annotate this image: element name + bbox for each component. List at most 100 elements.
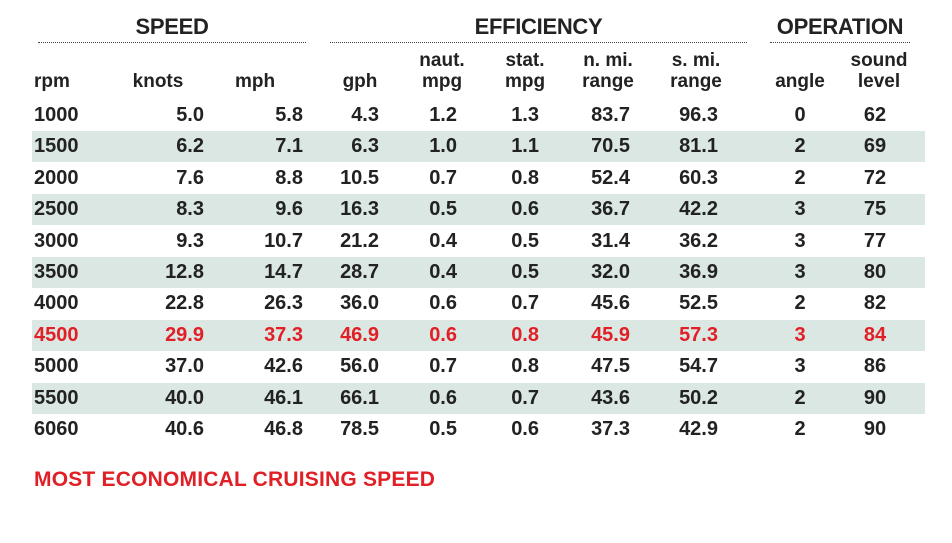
cell-s-mi-range: 54.7 bbox=[679, 355, 718, 378]
cell-naut-mpg: 0.7 bbox=[429, 355, 457, 378]
cell-n-mi-range: 52.4 bbox=[591, 166, 630, 189]
cell-knots: 22.8 bbox=[165, 292, 204, 315]
table-row: 5000 37.0 42.6 56.0 0.7 0.8 47.5 54.7 3 86 bbox=[32, 351, 925, 382]
cell-mph: 10.7 bbox=[264, 229, 303, 252]
cell-stat-mpg: 0.8 bbox=[511, 323, 539, 346]
cell-knots: 8.3 bbox=[176, 198, 204, 221]
cell-rpm: 3000 bbox=[34, 229, 79, 252]
header-mph: mph bbox=[234, 71, 276, 92]
cell-sound-level: 72 bbox=[863, 166, 887, 189]
cell-angle: 2 bbox=[794, 292, 806, 315]
cell-stat-mpg: 0.8 bbox=[511, 355, 539, 378]
cell-angle: 2 bbox=[794, 418, 806, 440]
header-s-mi-range: s. mi. range bbox=[670, 50, 722, 92]
cell-mph: 26.3 bbox=[264, 292, 303, 315]
operation-group-title: OPERATION bbox=[776, 14, 904, 39]
cell-sound-level: 62 bbox=[863, 104, 887, 126]
cell-sound-level: 86 bbox=[863, 355, 887, 378]
cell-gph: 4.3 bbox=[351, 104, 379, 126]
cell-knots: 37.0 bbox=[165, 355, 204, 378]
cell-stat-mpg: 0.7 bbox=[511, 292, 539, 315]
cell-s-mi-range: 42.9 bbox=[679, 418, 718, 440]
cell-sound-level: 77 bbox=[863, 229, 887, 252]
cell-naut-mpg: 0.5 bbox=[429, 418, 457, 440]
cell-stat-mpg: 0.6 bbox=[511, 198, 539, 221]
cell-knots: 40.6 bbox=[165, 418, 204, 440]
cell-rpm: 1000 bbox=[34, 104, 79, 126]
table-row: 4500 29.9 37.3 46.9 0.6 0.8 45.9 57.3 3 84 bbox=[32, 319, 925, 351]
cell-n-mi-range: 37.3 bbox=[591, 418, 630, 440]
cell-naut-mpg: 0.6 bbox=[429, 323, 457, 346]
cell-mph: 14.7 bbox=[264, 261, 303, 283]
cell-knots: 29.9 bbox=[165, 323, 204, 346]
cell-rpm: 2500 bbox=[34, 198, 79, 221]
cell-mph: 9.6 bbox=[275, 198, 303, 221]
cell-mph: 46.8 bbox=[264, 418, 303, 440]
cell-knots: 5.0 bbox=[176, 104, 204, 126]
cell-angle: 3 bbox=[794, 261, 806, 283]
cell-stat-mpg: 0.7 bbox=[511, 386, 539, 409]
cell-knots: 9.3 bbox=[176, 229, 204, 252]
table-row: 3000 9.3 10.7 21.2 0.4 0.5 31.4 36.2 3 77 bbox=[32, 226, 925, 257]
cell-stat-mpg: 0.8 bbox=[511, 166, 539, 189]
cell-mph: 37.3 bbox=[264, 323, 303, 346]
cell-naut-mpg: 0.6 bbox=[429, 386, 457, 409]
cell-gph: 6.3 bbox=[351, 135, 379, 158]
table-row: 1000 5.0 5.8 4.3 1.2 1.3 83.7 96.3 0 62 bbox=[32, 100, 925, 131]
cell-knots: 12.8 bbox=[165, 261, 204, 283]
cell-stat-mpg: 0.5 bbox=[511, 261, 539, 283]
cell-s-mi-range: 57.3 bbox=[679, 323, 718, 346]
cell-mph: 7.1 bbox=[275, 135, 303, 158]
table-row: 1500 6.2 7.1 6.3 1.0 1.1 70.5 81.1 2 69 bbox=[32, 131, 925, 163]
table-row: 2500 8.3 9.6 16.3 0.5 0.6 36.7 42.2 3 75 bbox=[32, 194, 925, 226]
cell-naut-mpg: 1.2 bbox=[429, 104, 457, 126]
efficiency-group-rule bbox=[330, 42, 747, 43]
cell-gph: 21.2 bbox=[340, 229, 379, 252]
cell-angle: 3 bbox=[794, 229, 806, 252]
cell-sound-level: 90 bbox=[863, 418, 887, 440]
header-naut-mpg: naut. mpg bbox=[419, 50, 465, 92]
speed-group-title: SPEED bbox=[135, 14, 209, 39]
cell-knots: 40.0 bbox=[165, 386, 204, 409]
cell-n-mi-range: 45.6 bbox=[591, 292, 630, 315]
cell-gph: 10.5 bbox=[340, 166, 379, 189]
cell-n-mi-range: 32.0 bbox=[591, 261, 630, 283]
cell-sound-level: 84 bbox=[863, 323, 887, 346]
cell-sound-level: 90 bbox=[863, 386, 887, 409]
cell-s-mi-range: 52.5 bbox=[679, 292, 718, 315]
cell-naut-mpg: 0.7 bbox=[429, 166, 457, 189]
header-sound-level: sound level bbox=[850, 50, 908, 92]
cell-s-mi-range: 42.2 bbox=[679, 198, 718, 221]
cell-s-mi-range: 50.2 bbox=[679, 386, 718, 409]
cell-sound-level: 75 bbox=[863, 198, 887, 221]
cell-gph: 36.0 bbox=[340, 292, 379, 315]
cell-n-mi-range: 45.9 bbox=[591, 323, 630, 346]
cell-rpm: 5500 bbox=[34, 386, 79, 409]
cell-gph: 28.7 bbox=[340, 261, 379, 283]
cell-s-mi-range: 96.3 bbox=[679, 104, 718, 126]
cell-n-mi-range: 43.6 bbox=[591, 386, 630, 409]
cell-stat-mpg: 0.5 bbox=[511, 229, 539, 252]
cell-gph: 56.0 bbox=[340, 355, 379, 378]
cell-knots: 6.2 bbox=[176, 135, 204, 158]
table-row: 3500 12.8 14.7 28.7 0.4 0.5 32.0 36.9 3 80 bbox=[32, 257, 925, 288]
cell-naut-mpg: 0.4 bbox=[429, 261, 457, 283]
cell-n-mi-range: 47.5 bbox=[591, 355, 630, 378]
header-stat-mpg: stat. mpg bbox=[504, 50, 546, 92]
cell-mph: 5.8 bbox=[275, 104, 303, 126]
cell-naut-mpg: 0.6 bbox=[429, 292, 457, 315]
cell-rpm: 3500 bbox=[34, 261, 79, 283]
efficiency-group-title: EFFICIENCY bbox=[474, 14, 603, 39]
cell-s-mi-range: 81.1 bbox=[679, 135, 718, 158]
cell-angle: 3 bbox=[794, 355, 806, 378]
cell-angle: 2 bbox=[794, 166, 806, 189]
cell-angle: 3 bbox=[794, 323, 806, 346]
cell-mph: 42.6 bbox=[264, 355, 303, 378]
cell-gph: 16.3 bbox=[340, 198, 379, 221]
cell-knots: 7.6 bbox=[176, 166, 204, 189]
table-row: 6060 40.6 46.8 78.5 0.5 0.6 37.3 42.9 2 90 bbox=[32, 414, 925, 445]
cell-gph: 66.1 bbox=[340, 386, 379, 409]
header-angle: angle bbox=[775, 71, 825, 92]
cell-s-mi-range: 36.2 bbox=[679, 229, 718, 252]
cell-angle: 3 bbox=[794, 198, 806, 221]
